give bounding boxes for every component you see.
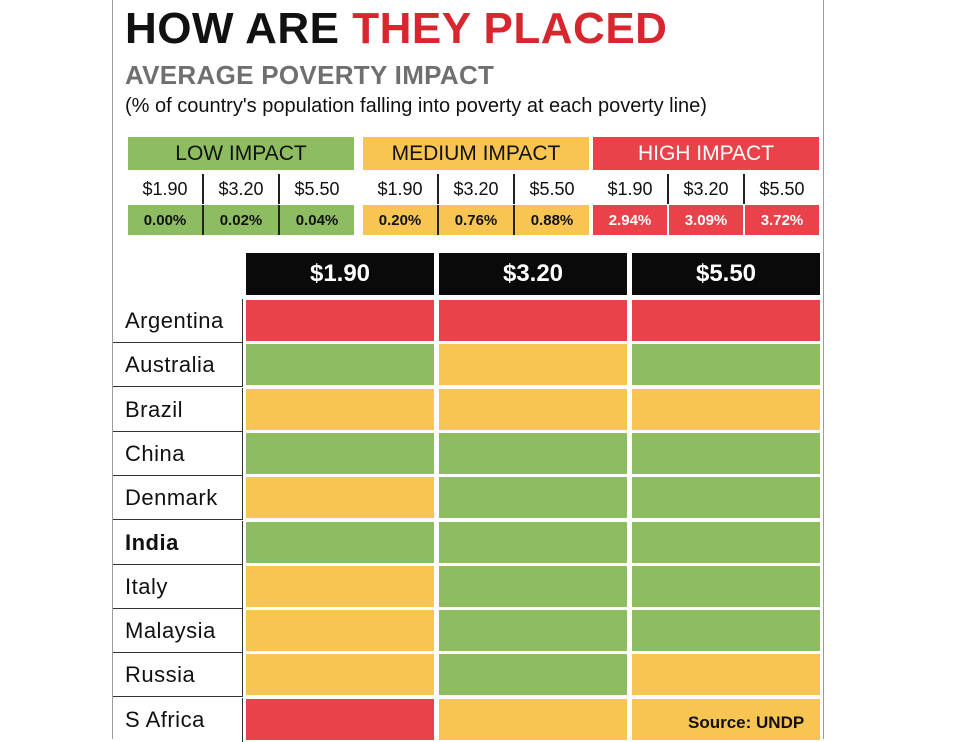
heatmap-cell [246,344,434,385]
legend-value: 2.94% [593,205,669,235]
row-label: China [113,432,243,476]
legend-medium-lines: $1.90 $3.20 $5.50 [363,174,589,204]
legend-line-label: $3.20 [439,174,515,204]
heatmap-cell [632,300,820,341]
legend-line-label: $5.50 [759,178,805,199]
column-header: $3.20 [439,253,627,295]
heatmap-cell [246,654,434,695]
legend-line-label: $1.90 [363,174,439,204]
heatmap-cell [632,522,820,563]
heatmap-cell [439,566,627,607]
row-label: Argentina [113,299,243,343]
heatmap-cell [439,522,627,563]
row-label: Malaysia [113,609,243,653]
legend-high-label: HIGH IMPACT [593,137,819,170]
row-label: Denmark [113,476,243,520]
heatmap-cell [632,610,820,651]
heatmap-cell [439,344,627,385]
title-part-2: THEY PLACED [352,4,668,53]
heatmap-cell [246,566,434,607]
legend-high-values: 2.94% 3.09% 3.72% [593,205,819,235]
legend-line-label: $1.90 [593,174,669,204]
heatmap-cell [632,433,820,474]
legend-value: 0.00% [128,205,204,235]
heatmap-cell [439,389,627,430]
heatmap-cell [439,300,627,341]
row-label: Brazil [113,388,243,432]
heatmap-cell [439,610,627,651]
legend-value: 0.02% [204,205,280,235]
heatmap-cell [632,654,820,695]
heatmap-cell [632,344,820,385]
legend-line-label: $1.90 [128,174,204,204]
row-label: Italy [113,565,243,609]
source-note: Source: UNDP [688,713,805,732]
legend-line-label: $3.20 [669,174,745,204]
heatmap-cell [246,433,434,474]
heatmap-cell [439,654,627,695]
chart-note: (% of country's population falling into … [125,95,707,117]
chart-title: HOW ARE THEY PLACED [125,4,667,54]
heatmap-cell [246,477,434,518]
column-header: $5.50 [632,253,820,295]
legend-low-values: 0.00% 0.02% 0.04% [128,205,354,235]
heatmap-cell [246,300,434,341]
legend-low-lines: $1.90 $3.20 $5.50 [128,174,354,204]
row-label: India [113,521,243,565]
legend-medium-values: 0.20% 0.76% 0.88% [363,205,589,235]
title-part-1: HOW ARE [125,4,340,53]
legend-low-label: LOW IMPACT [128,137,354,170]
chart-subtitle: AVERAGE POVERTY IMPACT [125,60,495,90]
legend-high-lines: $1.90 $3.20 $5.50 [593,174,819,204]
column-header: $1.90 [246,253,434,295]
heatmap-cell [246,389,434,430]
legend-line-label: $3.20 [204,174,280,204]
legend-value: 3.72% [760,211,804,229]
heatmap-cell [632,477,820,518]
legend-value: 0.20% [363,205,439,235]
heatmap-cell [246,699,434,740]
legend-line-label: $5.50 [529,178,575,199]
heatmap-cell [632,699,820,740]
heatmap-cell [439,433,627,474]
legend-medium-label: MEDIUM IMPACT [363,137,589,170]
legend-value: 3.09% [669,205,745,235]
heatmap-cell [246,610,434,651]
row-label: Australia [113,343,243,387]
row-label: Russia [113,653,243,697]
legend-value: 0.04% [295,211,339,229]
chart-frame [112,0,824,739]
row-label: S Africa [113,698,243,742]
heatmap-cell [632,566,820,607]
legend-value: 0.88% [530,211,574,229]
heatmap-cell [246,522,434,563]
heatmap-cell [632,389,820,430]
legend-line-label: $5.50 [294,178,340,199]
heatmap-cell [439,699,627,740]
heatmap-cell [439,477,627,518]
legend-value: 0.76% [439,205,515,235]
